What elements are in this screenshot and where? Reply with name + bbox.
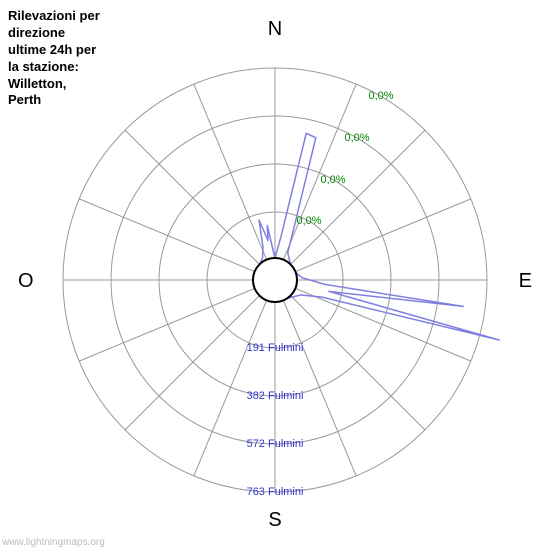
ring-count-label: 382 Fulmini [247,390,304,402]
chart-title: Rilevazioni per direzione ultime 24h per… [8,8,100,109]
chart-container: Rilevazioni per direzione ultime 24h per… [0,0,550,550]
cardinal-e: E [519,270,532,293]
ring-pct-label: 0,0% [368,90,393,102]
cardinal-n: N [268,18,282,41]
credit-text: www.lightningmaps.org [2,537,105,548]
ring-pct-label: 0,0% [344,132,369,144]
ring-count-label: 572 Fulmini [247,438,304,450]
ring-pct-label: 0,0% [320,174,345,186]
cardinal-w: O [18,270,34,293]
ring-count-label: 763 Fulmini [247,486,304,498]
ring-count-label: 191 Fulmini [247,342,304,354]
cardinal-s: S [268,509,281,532]
ring-pct-label: 0,0% [296,215,321,227]
